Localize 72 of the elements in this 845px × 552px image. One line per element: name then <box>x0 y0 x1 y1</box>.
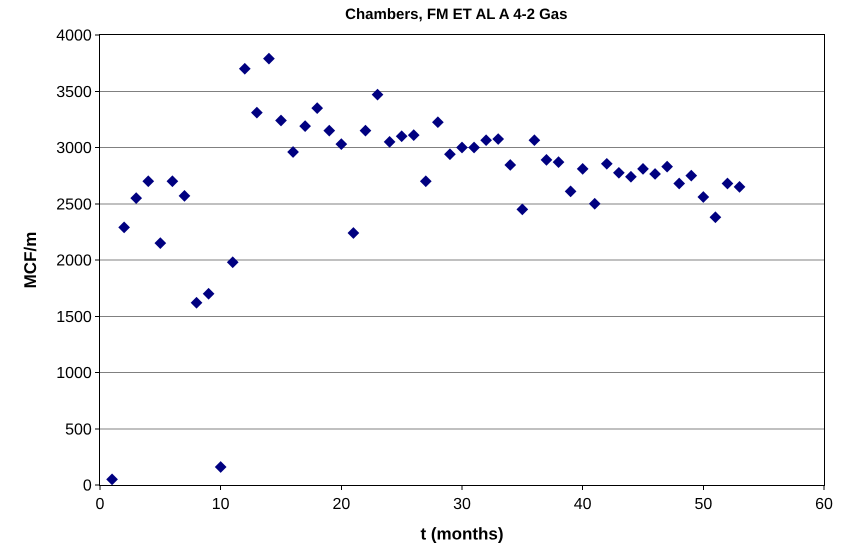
point <box>238 62 251 75</box>
point <box>625 170 637 183</box>
point <box>178 190 190 202</box>
y-tick-label: 2000 <box>56 252 92 270</box>
point <box>613 166 625 179</box>
point <box>142 175 154 188</box>
y-tick-label: 1000 <box>56 365 92 382</box>
point <box>456 142 468 154</box>
point <box>661 160 673 172</box>
point <box>384 136 396 148</box>
y-tick-label: 3000 <box>56 140 92 158</box>
point <box>106 474 118 485</box>
point <box>263 52 275 64</box>
point <box>540 154 552 166</box>
y-tick-label: 500 <box>65 421 92 438</box>
point <box>480 134 492 146</box>
point <box>396 130 408 142</box>
x-tick-label: 60 <box>815 496 833 514</box>
point <box>492 133 504 145</box>
point <box>372 88 384 100</box>
x-tick-label: 0 <box>96 496 105 514</box>
y-tick-label: 3500 <box>56 84 92 101</box>
x-tick-label: 10 <box>212 496 230 514</box>
point <box>552 156 564 168</box>
point <box>251 106 263 118</box>
point <box>118 222 130 234</box>
y-tick-label: 0 <box>82 478 92 495</box>
point <box>408 129 420 141</box>
point <box>649 168 661 180</box>
point <box>697 191 710 203</box>
point <box>348 227 360 239</box>
point <box>734 181 746 193</box>
point <box>722 178 734 190</box>
x-axis-title: t (months) <box>420 524 504 544</box>
point <box>420 175 432 188</box>
point <box>202 288 214 300</box>
x-tick-label: 20 <box>332 496 350 514</box>
point <box>335 138 348 150</box>
point <box>444 148 456 160</box>
point <box>226 256 239 268</box>
chart-title: Chambers, FM ET AL A 4-2 Gas <box>345 6 568 23</box>
point <box>588 198 601 210</box>
y-axis-title: MCF/m <box>20 232 40 288</box>
point <box>154 237 166 249</box>
point <box>685 170 698 182</box>
point <box>130 192 142 204</box>
point <box>516 204 528 216</box>
point <box>432 116 444 128</box>
point <box>673 178 686 190</box>
point <box>468 142 480 154</box>
x-tick-label: 50 <box>694 496 712 514</box>
point <box>299 120 311 132</box>
point <box>528 134 540 146</box>
point <box>311 102 324 114</box>
point <box>710 211 722 224</box>
point <box>600 158 613 170</box>
point <box>564 186 576 198</box>
point <box>275 114 287 126</box>
point <box>504 159 516 171</box>
y-tick-label: 1500 <box>56 308 92 326</box>
point <box>360 124 372 136</box>
point <box>287 146 299 158</box>
x-tick-label: 30 <box>453 496 471 514</box>
point <box>576 163 589 175</box>
point <box>166 175 178 188</box>
point <box>637 163 649 175</box>
y-tick-label: 2500 <box>56 196 92 214</box>
point <box>190 296 202 309</box>
point <box>323 124 336 136</box>
point <box>214 461 227 473</box>
x-tick-label: 40 <box>574 496 592 514</box>
y-tick-label: 4000 <box>56 28 92 45</box>
